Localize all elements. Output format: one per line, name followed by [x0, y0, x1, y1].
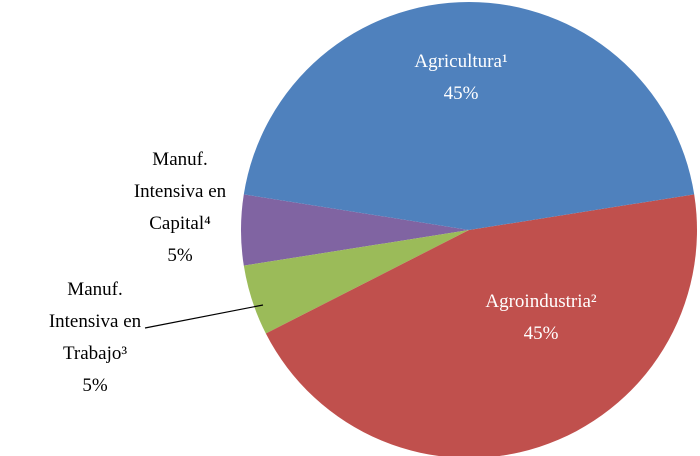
value-label: 45% [443, 83, 479, 104]
value-label: 45% [523, 323, 559, 344]
pie-slice [241, 194, 469, 266]
category-label: Agricultura¹ [414, 51, 508, 72]
category-label: Agroindustria² [485, 291, 597, 312]
value-label: 5% [82, 375, 108, 396]
category-label: Manuf. Intensiva en Capital⁴ [133, 149, 227, 234]
leader-line [144, 304, 264, 329]
slice-label: Agroindustria² 45% [441, 286, 641, 350]
pie-slice [243, 230, 469, 334]
value-label: 5% [167, 245, 193, 266]
pie-slice [265, 194, 697, 456]
slice-label: Manuf. Intensiva en Capital⁴ 5% [120, 144, 240, 272]
category-label: Manuf. Intensiva en Trabajo³ [48, 279, 142, 364]
slice-label: Manuf. Intensiva en Trabajo³ 5% [35, 274, 155, 402]
slice-label: Agricultura¹ 45% [361, 46, 561, 110]
pie-slice [243, 1, 695, 230]
